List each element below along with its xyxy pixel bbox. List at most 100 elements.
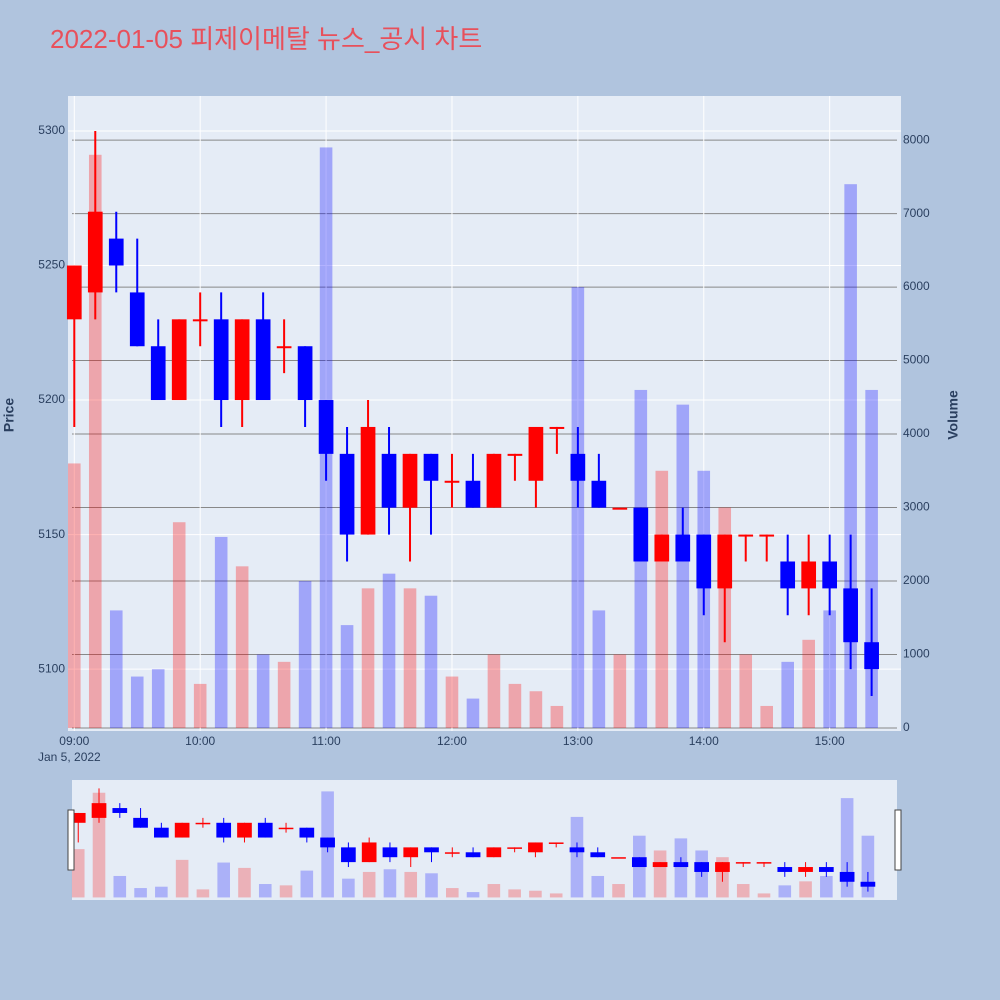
volume-bar [487, 654, 501, 728]
mini-candle-body [174, 822, 190, 838]
mini-volume-bar [134, 888, 147, 898]
candle-body [192, 319, 208, 322]
mini-candle-body [195, 822, 211, 825]
x-tick-label: 15:00 [815, 734, 845, 748]
mini-volume-bar [466, 892, 480, 898]
mini-candle-body [237, 822, 252, 838]
candle-body [549, 426, 565, 429]
candle-body [213, 319, 229, 401]
candle-body [780, 561, 796, 589]
y2-tick-label: 6000 [903, 279, 930, 293]
volume-bar [802, 639, 815, 728]
volume-bar [655, 470, 669, 728]
volume-bar [613, 654, 627, 728]
candle-body [129, 292, 145, 347]
volume-bar [760, 705, 774, 728]
mini-candle-body [611, 857, 626, 859]
volume-bar [403, 588, 417, 728]
x-tick-label: 13:00 [563, 734, 593, 748]
x-tick-label: 09:00 [59, 734, 89, 748]
candle-body [108, 238, 124, 266]
mini-candle-body [91, 803, 107, 818]
volume-bar [529, 691, 543, 728]
mini-candle-body [70, 812, 86, 823]
date-annotation: Jan 5, 2022 [38, 750, 101, 764]
x-tick-label: 14:00 [689, 734, 719, 748]
x-tick-label: 12:00 [437, 734, 467, 748]
volume-bar [214, 536, 228, 728]
candle-body [255, 319, 271, 401]
x-tick-label: 11:00 [312, 734, 341, 748]
candle-body [591, 480, 607, 508]
mini-candle-body [798, 867, 813, 872]
volume-bar [340, 625, 354, 728]
mini-volume-bar [196, 889, 210, 898]
range-slider[interactable] [72, 780, 897, 900]
volume-bar [256, 654, 270, 728]
mini-volume-bar [508, 889, 521, 898]
range-handle-left[interactable] [67, 809, 75, 871]
mini-volume-bar [799, 881, 812, 898]
mini-volume-bar [778, 885, 792, 898]
candle-body [423, 453, 439, 481]
mini-volume-bar [238, 867, 251, 898]
mini-candle-body [652, 862, 668, 868]
range-handle-right[interactable] [894, 809, 902, 871]
volume-bar [361, 588, 375, 728]
volume-bar [550, 705, 564, 728]
mini-volume-bar [279, 885, 293, 898]
volume-bar [68, 463, 81, 728]
y-tick-label: 5100 [38, 661, 65, 675]
volume-bar [109, 610, 123, 728]
candle-body [297, 346, 313, 401]
plot-area [68, 96, 901, 731]
mini-candle-body [507, 847, 522, 849]
mini-candle-body [569, 847, 585, 853]
mini-volume-bar [155, 886, 168, 898]
candle-body [675, 534, 691, 562]
candle-body [759, 534, 775, 537]
candle-body [276, 346, 292, 349]
mini-volume-bar [175, 859, 189, 898]
candle-body [87, 211, 103, 293]
mini-candle-body [860, 881, 876, 887]
y-tick-label: 5150 [38, 527, 65, 541]
y2-tick-label: 0 [903, 720, 910, 734]
volume-bar [676, 404, 690, 728]
x-tick-label: 10:00 [185, 734, 215, 748]
mini-candle-body [819, 867, 834, 872]
candle-body [738, 534, 754, 537]
candle-body [696, 534, 712, 589]
mini-candle-body [777, 867, 793, 872]
y-tick-label: 5250 [38, 258, 65, 272]
volume-bar [130, 676, 144, 728]
volume-bar [466, 698, 480, 728]
chart-title: 2022-01-05 피제이메탈 뉴스_공시 차트 [50, 24, 482, 54]
mini-volume-bar [612, 884, 625, 898]
y-tick-label: 5300 [38, 123, 65, 137]
mini-volume-bar [92, 792, 106, 898]
y-axis-title: Price [1, 398, 17, 432]
mini-volume-bar [217, 862, 230, 898]
candle-body [507, 453, 523, 456]
mini-volume-bar [113, 875, 127, 898]
mini-candle-body [154, 827, 169, 838]
volume-bar [445, 676, 459, 728]
mini-volume-bar [487, 884, 501, 898]
volume-bar [193, 683, 207, 728]
volume-bar [739, 654, 753, 728]
volume-bar [823, 610, 836, 728]
candle-body [465, 480, 481, 508]
mini-volume-bar [736, 884, 750, 898]
mini-volume-bar [383, 869, 397, 898]
mini-candle-body [673, 862, 689, 868]
mini-candle-body [715, 862, 730, 872]
candle-body [570, 453, 586, 481]
mini-candle-body [839, 871, 855, 882]
volume-bar [235, 566, 249, 728]
mini-candle-body [361, 842, 377, 863]
mini-candle-body [631, 857, 647, 868]
mini-volume-bar [258, 884, 272, 898]
y-tick-label: 5200 [38, 392, 65, 406]
mini-volume-bar [425, 873, 438, 898]
